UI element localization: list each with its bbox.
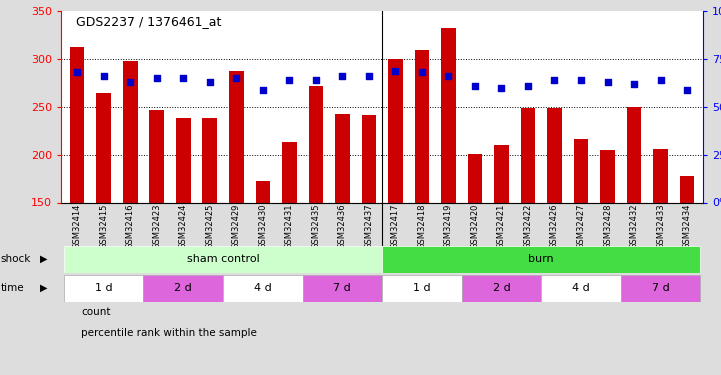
Point — [681, 87, 693, 93]
Point — [231, 75, 242, 81]
Bar — [494, 145, 509, 202]
Text: GSM32432: GSM32432 — [629, 204, 639, 249]
Text: GSM32428: GSM32428 — [603, 204, 612, 249]
Point — [71, 69, 83, 75]
Text: GSM32425: GSM32425 — [205, 204, 214, 249]
Bar — [461, 274, 541, 302]
Bar — [388, 59, 403, 202]
Point — [125, 79, 136, 85]
Point — [98, 73, 110, 79]
Text: burn: burn — [528, 254, 554, 264]
Text: time: time — [1, 283, 25, 293]
Text: shock: shock — [1, 254, 31, 264]
Text: GSM32430: GSM32430 — [258, 204, 267, 249]
Text: GSM32418: GSM32418 — [417, 204, 426, 249]
Bar — [653, 149, 668, 202]
Point — [628, 81, 640, 87]
Bar — [621, 274, 700, 302]
Text: GSM32422: GSM32422 — [523, 204, 533, 249]
Text: GSM32421: GSM32421 — [497, 204, 506, 249]
Text: 4 d: 4 d — [572, 283, 590, 293]
Text: GSM32417: GSM32417 — [391, 204, 400, 249]
Point — [549, 77, 560, 83]
Point — [602, 79, 614, 85]
Text: percentile rank within the sample: percentile rank within the sample — [81, 327, 257, 338]
Point — [337, 73, 348, 79]
Text: GSM32437: GSM32437 — [364, 204, 373, 249]
Text: GSM32431: GSM32431 — [285, 204, 294, 249]
Bar — [229, 70, 244, 202]
Bar — [415, 50, 429, 202]
Bar — [600, 150, 615, 202]
Text: 2 d: 2 d — [492, 283, 510, 293]
Bar — [547, 108, 562, 202]
Text: 4 d: 4 d — [254, 283, 272, 293]
Text: GSM32433: GSM32433 — [656, 204, 665, 249]
Bar — [574, 140, 588, 202]
Text: GSM32429: GSM32429 — [231, 204, 241, 249]
Point — [575, 77, 587, 83]
Bar — [303, 274, 382, 302]
Bar — [441, 27, 456, 202]
Point — [151, 75, 162, 81]
Point — [363, 73, 375, 79]
Text: 2 d: 2 d — [174, 283, 192, 293]
Text: 1 d: 1 d — [95, 283, 112, 293]
Point — [443, 73, 454, 79]
Point — [416, 69, 428, 75]
Point — [283, 77, 295, 83]
Text: count: count — [81, 307, 111, 317]
Bar — [203, 118, 217, 202]
Bar — [627, 107, 641, 202]
Bar — [70, 46, 84, 202]
Text: GSM32434: GSM32434 — [683, 204, 691, 249]
Text: GSM32416: GSM32416 — [125, 204, 135, 249]
Text: GSM32426: GSM32426 — [550, 204, 559, 249]
Bar — [149, 110, 164, 202]
Bar — [282, 142, 296, 202]
Text: GSM32414: GSM32414 — [73, 204, 81, 249]
Point — [204, 79, 216, 85]
Point — [522, 83, 534, 89]
Text: 7 d: 7 d — [652, 283, 669, 293]
Point — [389, 68, 401, 74]
Point — [495, 85, 507, 91]
Bar — [382, 274, 461, 302]
Text: GSM32423: GSM32423 — [152, 204, 162, 249]
Point — [469, 83, 481, 89]
Text: GSM32415: GSM32415 — [99, 204, 108, 249]
Bar — [97, 93, 111, 202]
Text: 7 d: 7 d — [334, 283, 351, 293]
Bar — [309, 86, 323, 202]
Text: GSM32424: GSM32424 — [179, 204, 187, 249]
Point — [310, 77, 322, 83]
Bar — [223, 274, 303, 302]
Point — [177, 75, 189, 81]
Point — [655, 77, 666, 83]
Bar — [143, 274, 223, 302]
Text: sham control: sham control — [187, 254, 260, 264]
Text: ▶: ▶ — [40, 283, 47, 293]
Bar — [680, 176, 694, 203]
Bar — [255, 182, 270, 203]
Text: GDS2237 / 1376461_at: GDS2237 / 1376461_at — [76, 15, 221, 28]
Text: GSM32427: GSM32427 — [577, 204, 585, 249]
Text: ▶: ▶ — [40, 254, 47, 264]
Text: 1 d: 1 d — [413, 283, 430, 293]
Text: GSM32435: GSM32435 — [311, 204, 320, 249]
Bar — [64, 246, 382, 273]
Text: GSM32420: GSM32420 — [470, 204, 479, 249]
Text: GSM32436: GSM32436 — [338, 204, 347, 249]
Bar — [382, 246, 700, 273]
Text: GSM32419: GSM32419 — [444, 204, 453, 249]
Bar — [335, 114, 350, 202]
Bar — [468, 154, 482, 203]
Bar — [521, 108, 535, 202]
Bar — [123, 61, 138, 202]
Bar — [541, 274, 621, 302]
Bar — [361, 116, 376, 202]
Point — [257, 87, 269, 93]
Bar — [64, 274, 143, 302]
Bar — [176, 118, 190, 202]
